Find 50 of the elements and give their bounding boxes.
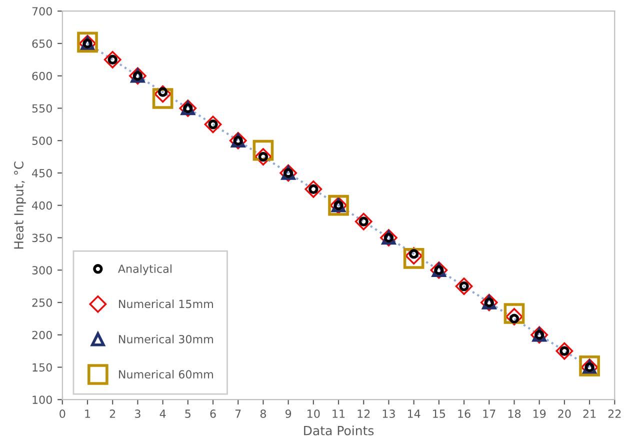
x-tick-label: 14: [408, 410, 420, 418]
x-tick-label: 17: [483, 410, 496, 418]
x-tick-label: 18: [508, 410, 521, 418]
y-tick-label: 300: [32, 266, 52, 274]
y-tick-label: 200: [32, 330, 52, 340]
point: [304, 180, 322, 198]
x-axis-title: Data Points: [304, 426, 374, 436]
x-tick-label: 9: [285, 410, 292, 418]
y-tick-label: 600: [32, 72, 52, 80]
point: [354, 212, 372, 230]
legend-label: Numerical 30mm: [119, 334, 213, 344]
point: [403, 248, 424, 269]
x-tick-label: 4: [160, 410, 166, 418]
x-tick-label: 10: [308, 410, 320, 418]
y-tick-label: 400: [32, 201, 52, 210]
y-tick-label: 350: [32, 234, 52, 242]
point: [455, 278, 473, 295]
point: [204, 116, 222, 134]
x-tick-label: 2: [110, 410, 116, 418]
x-tick-label: 21: [583, 410, 596, 418]
x-tick-label: 3: [135, 410, 140, 418]
legend-label: Numerical 60mm: [119, 370, 213, 379]
y-tick-label: 100: [32, 396, 52, 404]
x-tick-label: 20: [558, 410, 571, 418]
legend-label: Numerical 15mm: [119, 300, 213, 308]
x-tick-label: 16: [458, 410, 470, 418]
x-tick-label: 11: [332, 410, 345, 418]
legend-label: Analytical: [118, 264, 172, 276]
x-tick-label: 19: [533, 410, 546, 418]
y-tick-label: 250: [32, 298, 52, 307]
y-tick-label: 650: [32, 39, 52, 48]
point: [504, 303, 525, 324]
x-tick-label: 8: [260, 410, 266, 418]
y-tick-label: 450: [32, 168, 52, 178]
y-tick-label: 500: [32, 136, 52, 145]
point: [556, 342, 574, 360]
y-tick-label: 150: [32, 363, 52, 372]
point: [104, 50, 122, 68]
x-tick-label: 5: [185, 410, 190, 418]
x-tick-label: 15: [433, 410, 446, 418]
x-tick-label: 0: [60, 410, 66, 418]
x-tick-label: 12: [358, 410, 370, 418]
x-tick-label: 1: [85, 410, 90, 418]
x-tick-label: 6: [210, 410, 216, 418]
y-axis-title: Heat Input, °C: [14, 162, 26, 249]
y-tick-label: 550: [32, 104, 52, 113]
x-tick-label: 13: [382, 410, 395, 418]
x-tick-label: 22: [608, 410, 621, 418]
y-tick-label: 700: [32, 7, 52, 16]
x-tick-label: 7: [235, 410, 241, 418]
